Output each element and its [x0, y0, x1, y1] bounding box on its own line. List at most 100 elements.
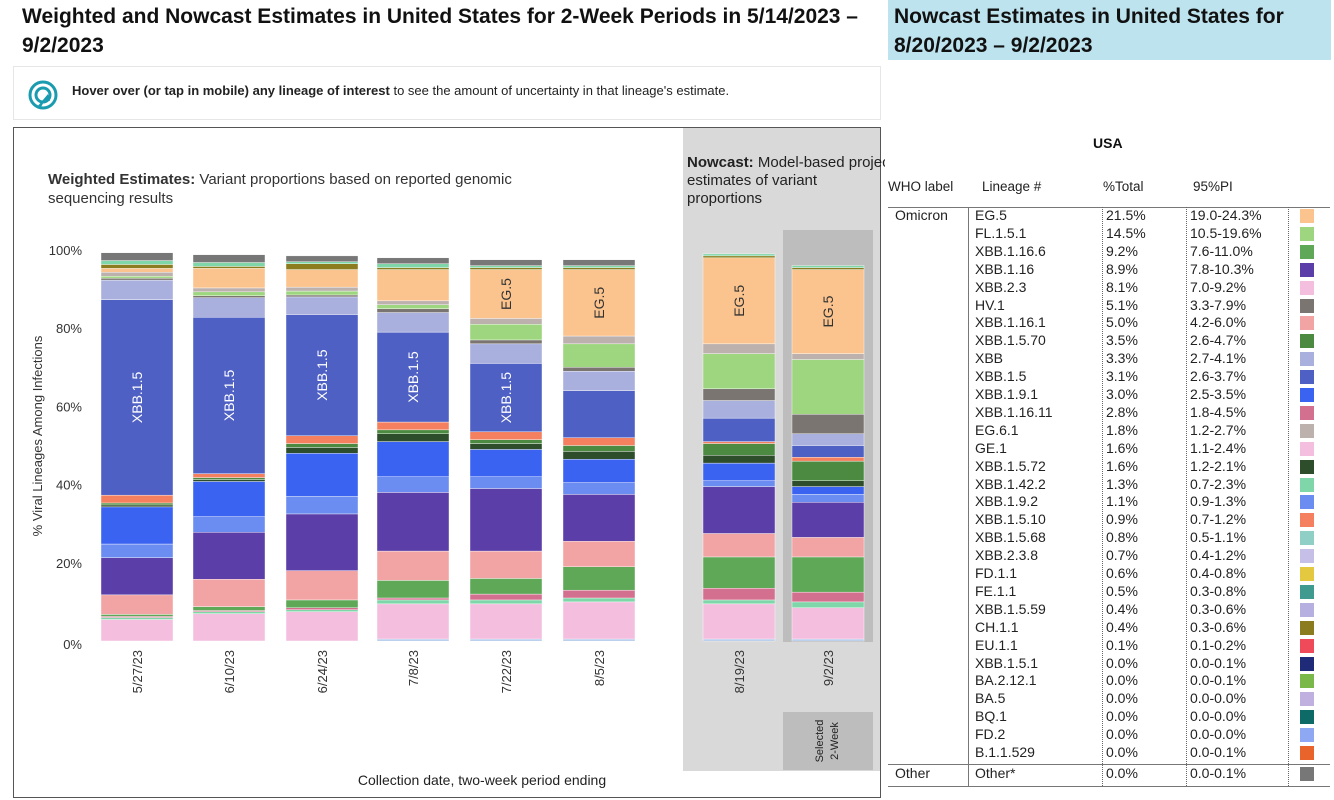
bar-segment[interactable]: [469, 269, 543, 319]
bar-segment[interactable]: [469, 599, 543, 605]
bar-segment[interactable]: [285, 269, 359, 288]
bar-segment[interactable]: [376, 476, 450, 493]
bar-segment[interactable]: [791, 460, 865, 481]
lineage-color-swatch[interactable]: [1300, 459, 1314, 474]
bar-segment[interactable]: [562, 494, 636, 542]
lineage-color-swatch[interactable]: [1300, 692, 1314, 707]
lineage-color-swatch[interactable]: [1300, 423, 1314, 438]
bar-segment[interactable]: [469, 449, 543, 477]
bar-segment[interactable]: [791, 486, 865, 495]
bar-segment[interactable]: [791, 445, 865, 458]
bar-segment[interactable]: [376, 580, 450, 599]
bar-segment[interactable]: [702, 257, 776, 345]
bar-segment[interactable]: [192, 268, 266, 289]
lineage-cell[interactable]: BQ.1: [975, 708, 1007, 725]
bar-segment[interactable]: [100, 543, 174, 558]
bar-segment[interactable]: [192, 611, 266, 614]
bar-segment[interactable]: [562, 589, 636, 599]
bar-segment[interactable]: [469, 578, 543, 595]
bar-segment[interactable]: [376, 603, 450, 640]
bar-segment[interactable]: [100, 277, 174, 281]
bar-segment[interactable]: [702, 556, 776, 589]
bar-segment[interactable]: [376, 638, 450, 642]
bar-segment[interactable]: [702, 417, 776, 442]
bar-segment[interactable]: [376, 312, 450, 333]
bar-segment[interactable]: [100, 619, 174, 642]
bar-segment[interactable]: [702, 486, 776, 534]
bar-segment[interactable]: [702, 603, 776, 640]
bar-segment[interactable]: [285, 294, 359, 298]
lineage-color-swatch[interactable]: [1300, 495, 1314, 510]
lineage-color-swatch[interactable]: [1300, 316, 1314, 331]
bar-segment[interactable]: [562, 269, 636, 337]
bar-segment[interactable]: [285, 255, 359, 262]
bar-segment[interactable]: [702, 255, 776, 259]
bar-segment[interactable]: [285, 296, 359, 315]
bar-segment[interactable]: [285, 286, 359, 292]
bar-segment[interactable]: [469, 638, 543, 642]
lineage-color-swatch[interactable]: [1300, 388, 1314, 402]
bar-segment[interactable]: [376, 421, 450, 431]
bar-segment[interactable]: [285, 290, 359, 296]
bar-segment[interactable]: [562, 482, 636, 495]
bar-segment[interactable]: [100, 272, 174, 277]
bar-segment[interactable]: [702, 588, 776, 601]
lineage-color-swatch[interactable]: [1300, 656, 1314, 671]
bar-segment[interactable]: [192, 291, 266, 296]
bar-segment[interactable]: [192, 262, 266, 267]
bar-segment[interactable]: [100, 299, 174, 496]
lineage-color-swatch[interactable]: [1300, 209, 1314, 223]
lineage-cell[interactable]: XBB.1.16.11: [975, 403, 1053, 420]
bar-segment[interactable]: [469, 324, 543, 341]
lineage-cell[interactable]: GE.1: [975, 439, 1007, 456]
bar-segment[interactable]: [376, 550, 450, 581]
bar-segment[interactable]: [376, 331, 450, 423]
bar-segment[interactable]: [376, 429, 450, 434]
bar-segment[interactable]: [702, 441, 776, 444]
lineage-cell[interactable]: XBB.1.16.1: [975, 314, 1046, 331]
lineage-cell[interactable]: EU.1.1: [975, 636, 1018, 653]
bar-segment[interactable]: [702, 638, 776, 642]
bar-segment[interactable]: [192, 287, 266, 293]
bar-segment[interactable]: [562, 597, 636, 603]
bar-segment[interactable]: [791, 480, 865, 487]
lineage-cell[interactable]: EG.6.1: [975, 421, 1019, 438]
bar-segment[interactable]: [562, 390, 636, 438]
bar-segment[interactable]: [285, 435, 359, 444]
lineage-color-swatch[interactable]: [1300, 766, 1314, 781]
bar-segment[interactable]: [100, 594, 174, 615]
bar-segment[interactable]: [469, 488, 543, 552]
bar-segment[interactable]: [192, 477, 266, 480]
bar-segment[interactable]: [562, 437, 636, 446]
lineage-color-swatch[interactable]: [1300, 244, 1314, 259]
bar-segment[interactable]: [192, 266, 266, 269]
lineage-cell[interactable]: XBB.2.3.8: [975, 547, 1039, 564]
bar-segment[interactable]: [791, 457, 865, 462]
bar-segment[interactable]: [100, 264, 174, 269]
bar-segment[interactable]: [469, 603, 543, 640]
lineage-cell[interactable]: B.1.1.529: [975, 744, 1035, 760]
bar-segment[interactable]: [702, 480, 776, 487]
lineage-cell[interactable]: EG.5: [975, 207, 1007, 223]
bar-segment[interactable]: [192, 606, 266, 611]
bar-segment[interactable]: [192, 479, 266, 482]
bar-segment[interactable]: [376, 257, 450, 264]
bar-segment[interactable]: [791, 494, 865, 503]
lineage-color-swatch[interactable]: [1300, 584, 1314, 599]
bar-segment[interactable]: [702, 343, 776, 354]
bar-segment[interactable]: [192, 579, 266, 607]
bar-segment[interactable]: [791, 269, 865, 354]
bar-segment[interactable]: [285, 453, 359, 497]
lineage-color-swatch[interactable]: [1300, 280, 1314, 295]
bar-segment[interactable]: [376, 263, 450, 268]
bar-segment[interactable]: [702, 462, 776, 481]
bar-segment[interactable]: [562, 371, 636, 391]
lineage-color-swatch[interactable]: [1300, 620, 1314, 635]
bar-segment[interactable]: [469, 343, 543, 364]
lineage-cell[interactable]: XBB.1.5.72: [975, 457, 1046, 474]
bar-segment[interactable]: [376, 304, 450, 309]
lineage-color-swatch[interactable]: [1300, 549, 1314, 564]
bar-segment[interactable]: [791, 359, 865, 415]
lineage-color-swatch[interactable]: [1300, 567, 1314, 581]
lineage-cell[interactable]: XBB.1.5.59: [975, 600, 1046, 617]
